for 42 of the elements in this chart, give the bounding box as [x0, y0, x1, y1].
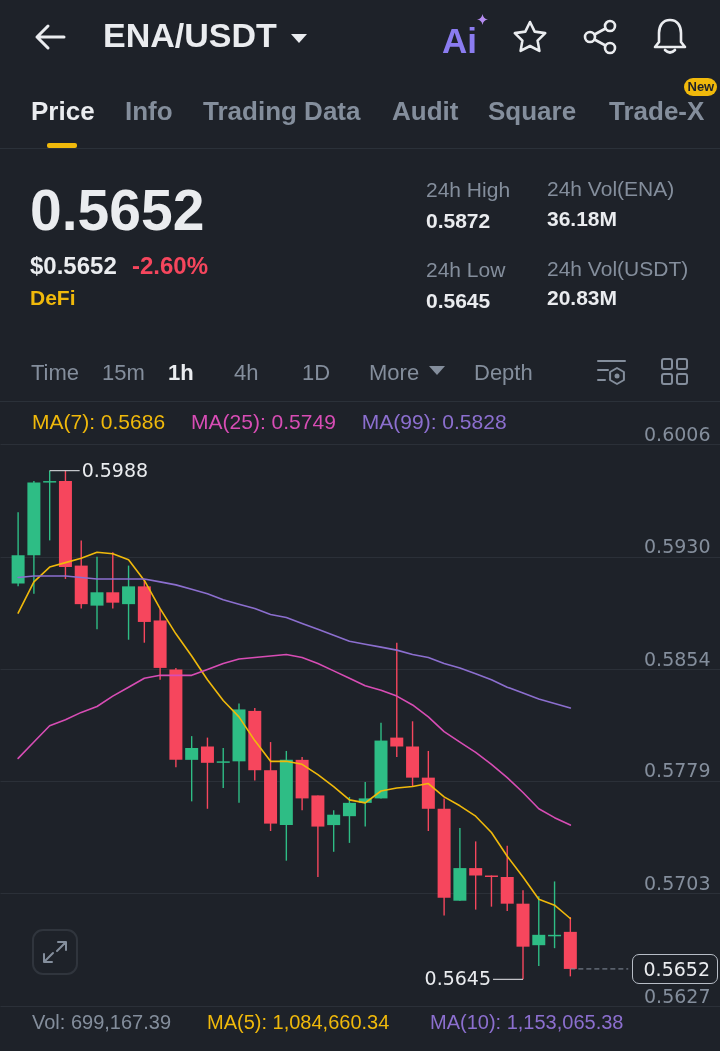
- annotation: 0.5645: [424, 967, 492, 990]
- text: Time: [31, 360, 80, 386]
- text: Trade-X: [609, 95, 705, 126]
- text: 1D: [302, 360, 331, 386]
- y-tick-label: 0.5703: [644, 871, 711, 894]
- text: Vol: 699,167.39: [32, 1011, 172, 1034]
- text: 15m: [102, 360, 145, 386]
- text: Ai: [442, 21, 477, 61]
- text: MA(5): 1,084,660.34: [207, 1011, 390, 1034]
- text: Info: [125, 95, 173, 126]
- chart-title: ENA/USDT: [103, 16, 277, 55]
- text: MA(7): 0.5686: [32, 409, 166, 433]
- y-tick-label: 0.5627: [644, 984, 711, 1007]
- text: MA(10): 1,153,065.38: [430, 1011, 624, 1034]
- text: 0.5872: [426, 209, 491, 233]
- text: 24h High: [426, 178, 511, 202]
- text: Price: [31, 95, 95, 126]
- text: 4h: [234, 360, 259, 386]
- text: 0.5652: [30, 177, 205, 242]
- y-tick-label: 0.5854: [644, 647, 711, 670]
- y-tick-label: 0.5779: [644, 759, 711, 782]
- y-tick-label: 0.6006: [644, 422, 711, 445]
- text: 24h Vol(ENA): [547, 177, 675, 201]
- annotation: 0.5988: [81, 458, 149, 481]
- text: Depth: [474, 360, 533, 386]
- text: 24h Vol(USDT): [547, 257, 689, 281]
- text: DeFi: [30, 286, 76, 310]
- text: More: [369, 360, 420, 386]
- text: MA(25): 0.5749: [191, 409, 336, 433]
- text: 1h: [168, 360, 194, 386]
- text: $0.5652: [30, 251, 117, 279]
- text: 0.5645: [426, 289, 491, 313]
- text: Square: [488, 95, 577, 126]
- text: MA(99): 0.5828: [361, 409, 507, 433]
- text: 20.83M: [547, 286, 618, 310]
- ref-line-label: 0.5652: [643, 957, 710, 980]
- text: Audit: [392, 95, 459, 126]
- text: -2.60%: [132, 251, 209, 279]
- text: 24h Low: [426, 258, 506, 282]
- text: Trading Data: [203, 95, 361, 126]
- y-tick-label: 0.5930: [644, 535, 711, 558]
- text: 36.18M: [547, 207, 618, 231]
